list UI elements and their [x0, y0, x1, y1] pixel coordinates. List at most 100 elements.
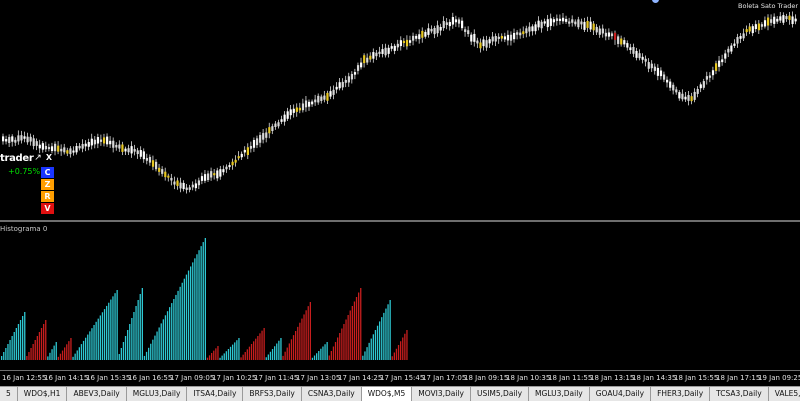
candle-body [448, 22, 451, 27]
histogram-bar [36, 336, 38, 360]
histogram-bar [74, 353, 76, 360]
candle-body [158, 167, 161, 172]
histogram-bar [364, 351, 366, 360]
candle-body [451, 17, 455, 25]
histogram-bar [3, 352, 5, 360]
candle-body [2, 136, 5, 142]
candle-body [277, 122, 280, 127]
candle-body [610, 33, 614, 37]
histogram-bar [240, 357, 242, 360]
histogram-bar [15, 328, 17, 360]
panel-button-r[interactable]: R [41, 191, 54, 202]
histogram-bar [173, 299, 175, 360]
candle-body [522, 31, 525, 35]
panel-button-v[interactable]: V [41, 203, 54, 214]
candle-body [399, 40, 402, 47]
symbol-tab[interactable]: ITSA4,Daily [187, 387, 244, 401]
panel-button-c[interactable]: C [41, 167, 54, 178]
histogram-bar [204, 238, 206, 360]
histogram-bar [311, 357, 314, 360]
histogram-bar [402, 337, 404, 360]
histogram-bar [225, 351, 227, 360]
candle-body [641, 56, 644, 60]
histogram-bar [246, 349, 248, 360]
candle-body [75, 146, 78, 153]
symbol-tab[interactable]: ABEV3,Daily [67, 387, 127, 401]
symbol-tab[interactable]: VALE5,M30 [769, 387, 800, 401]
candle-body [295, 107, 298, 112]
histogram-bar [11, 336, 13, 360]
candle-body [314, 99, 317, 103]
candle-body [179, 182, 182, 189]
histogram-bar [160, 323, 162, 360]
symbol-tab[interactable]: 5 [0, 387, 18, 401]
candle-body [617, 36, 620, 44]
histogram-bar [118, 354, 120, 360]
histogram-bar [341, 328, 343, 360]
symbol-tab[interactable]: WDO$,M5 [361, 387, 413, 401]
panel-button-z[interactable]: Z [41, 179, 54, 190]
time-tick: 17 Jan 17:05 [422, 374, 467, 382]
symbol-tab[interactable]: USIM5,Daily [471, 387, 530, 401]
candle-body [711, 70, 715, 76]
candle-body [546, 19, 549, 28]
histogram-bar [162, 319, 164, 360]
candle-body [167, 175, 170, 178]
candle-body [268, 127, 271, 134]
candle-body [121, 144, 124, 152]
candle-body [81, 144, 84, 149]
histogram-bar [185, 274, 188, 360]
histogram-bar [292, 335, 295, 360]
symbol-tab[interactable]: BRFS3,Daily [243, 387, 302, 401]
histogram-bar [223, 353, 225, 360]
time-tick: 18 Jan 14:35 [632, 374, 677, 382]
time-tick: 16 Jan 14:15 [44, 374, 89, 382]
candle-body [659, 70, 663, 77]
candle-body [32, 138, 35, 147]
candle-body [421, 30, 424, 38]
candle-body [271, 126, 274, 131]
candle-body [415, 35, 418, 39]
candle-body [418, 34, 421, 40]
candle-body [467, 30, 470, 35]
histogram-bar [49, 352, 51, 360]
symbol-tab[interactable]: MGLU3,Daily [127, 387, 188, 401]
histogram-bar [379, 321, 381, 360]
candle-body [87, 142, 90, 147]
histogram-bar [190, 266, 192, 360]
histogram-bar [1, 356, 3, 360]
symbol-tab[interactable]: FHER3,Daily [651, 387, 711, 401]
symbol-tab[interactable]: TCSA3,Daily [710, 387, 769, 401]
candle-body [457, 19, 461, 24]
candle-body [234, 159, 237, 163]
candle-body [54, 143, 57, 152]
candle-body [118, 144, 121, 149]
candle-body [571, 19, 574, 23]
price-chart[interactable] [0, 0, 800, 220]
candle-body [145, 158, 149, 161]
histogram-bar [120, 348, 122, 360]
candle-body [176, 180, 179, 186]
histogram-bar [397, 345, 400, 360]
close-button[interactable]: X [45, 153, 53, 162]
histogram-bar [351, 306, 353, 360]
candle-body [341, 81, 344, 88]
histogram-chart[interactable] [0, 222, 800, 370]
symbol-tab[interactable]: WDO$,H1 [18, 387, 68, 401]
candle-body [687, 95, 690, 101]
histogram-bar [57, 356, 59, 360]
symbol-tab[interactable]: GOAU4,Daily [590, 387, 652, 401]
symbol-tab[interactable]: MGLU3,Daily [529, 387, 590, 401]
histogram-bar [143, 355, 146, 360]
symbol-tab[interactable]: CSNA3,Daily [302, 387, 362, 401]
pane-separator[interactable] [0, 220, 800, 222]
candle-body [203, 174, 207, 181]
histogram-bar [372, 334, 374, 360]
histogram-bar [208, 355, 211, 360]
histogram-bar [290, 339, 293, 360]
candle-body [767, 17, 770, 26]
candle-body [788, 15, 791, 20]
histogram-bar [13, 332, 15, 360]
arrow-up-right-icon[interactable]: ↗ [34, 153, 42, 163]
symbol-tab[interactable]: MOVI3,Daily [412, 387, 471, 401]
